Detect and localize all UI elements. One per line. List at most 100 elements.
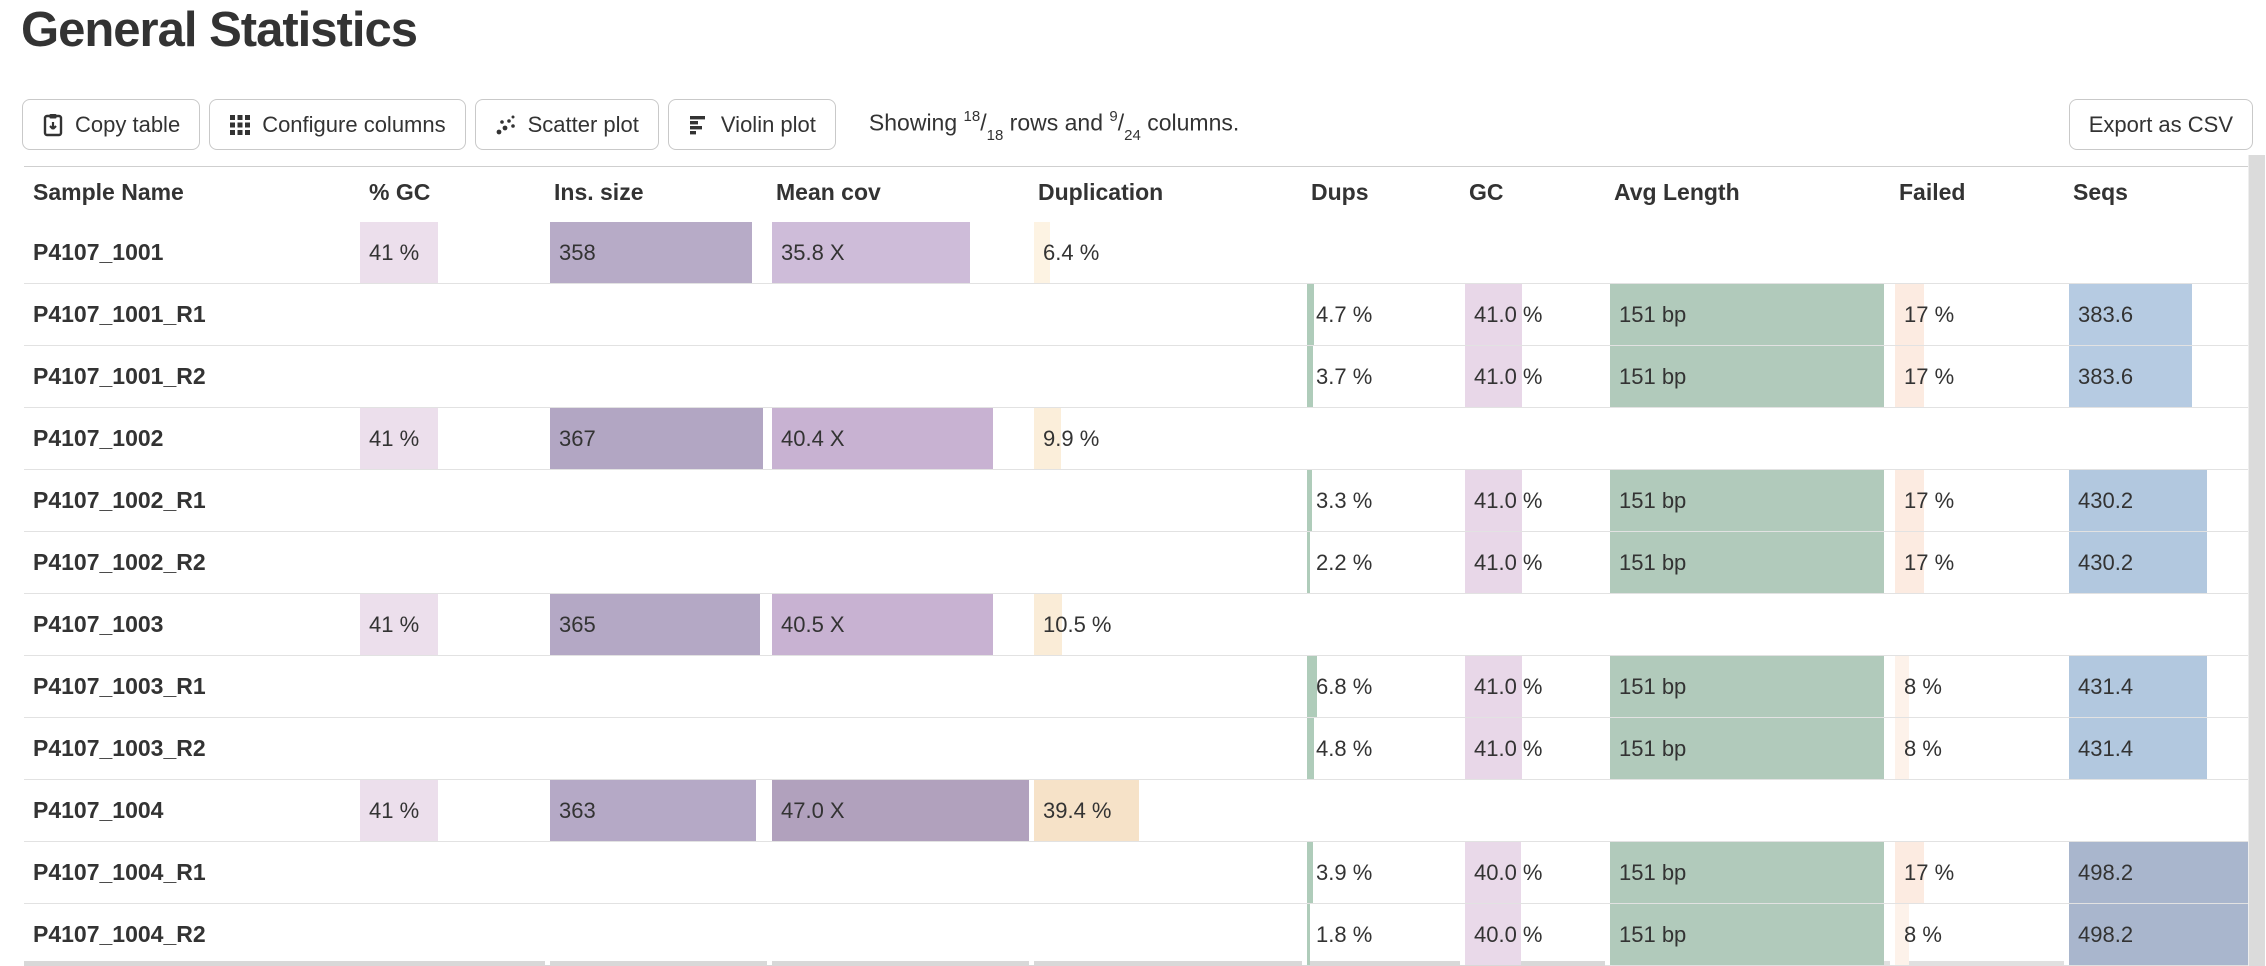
duplication-value: 6.4 % xyxy=(1043,240,1100,265)
failed-bar xyxy=(1895,718,1909,779)
column-header-ins_size[interactable]: Ins. size xyxy=(554,179,644,205)
seqs-cell: 431.4 xyxy=(2064,656,2250,717)
mean_cov-cell xyxy=(767,284,1029,345)
gc_pct-bar xyxy=(360,408,438,469)
violin-plot-button[interactable]: Violin plot xyxy=(667,99,836,150)
seqs-value: 383.6 xyxy=(2078,302,2134,327)
dups-bar xyxy=(1307,284,1315,345)
seqs-cell xyxy=(2064,408,2250,469)
avg_length-value: 151 bp xyxy=(1619,550,1687,575)
failed-bar xyxy=(1895,470,1924,531)
ins_size-bar xyxy=(550,780,757,841)
seqs-cell: 498.2 xyxy=(2064,904,2250,965)
avg_length-bar xyxy=(1610,656,1885,717)
duplication-value: 39.4 % xyxy=(1043,798,1112,823)
duplication-cell xyxy=(1029,842,1302,903)
column-header-gc_pct[interactable]: % GC xyxy=(369,179,431,205)
mean_cov-cell: 40.4 X xyxy=(767,408,1029,469)
avg_length-value: 151 bp xyxy=(1619,302,1687,327)
seqs-value: 498.2 xyxy=(2078,860,2134,885)
duplication-cell xyxy=(1029,656,1302,717)
seqs-value: 431.4 xyxy=(2078,736,2134,761)
scatter-plot-button[interactable]: Scatter plot xyxy=(474,99,659,150)
gc_pct-value: 41 % xyxy=(369,798,420,823)
failed-value: 17 % xyxy=(1904,488,1955,513)
failed-cell xyxy=(1890,222,2064,283)
gc_read-cell: 41.0 % xyxy=(1460,470,1605,531)
gc_read-value: 41.0 % xyxy=(1474,550,1543,575)
export-csv-button[interactable]: Export as CSV xyxy=(2068,99,2253,150)
sample-name: P4107_1001 xyxy=(33,239,164,265)
gc_read-cell xyxy=(1460,780,1605,841)
gc_read-cell xyxy=(1460,594,1605,655)
ins_size-cell: 358 xyxy=(545,222,767,283)
table-row: P4107_1003 41 % 365 40.5 X 10.5 % xyxy=(24,594,2250,656)
column-header-dups[interactable]: Dups xyxy=(1311,179,1369,205)
ins_size-bar xyxy=(550,408,763,469)
avg_length-value: 151 bp xyxy=(1619,488,1687,513)
gc_read-cell: 41.0 % xyxy=(1460,718,1605,779)
column-header-seqs[interactable]: Seqs xyxy=(2073,179,2128,205)
ins_size-value: 365 xyxy=(559,612,596,637)
sample-name-cell: P4107_1002 xyxy=(24,408,360,469)
rows-total-count: 18 xyxy=(986,127,1004,145)
column-header-avg_length[interactable]: Avg Length xyxy=(1614,179,1740,205)
seqs-cell: 498.2 xyxy=(2064,842,2250,903)
mean_cov-bar xyxy=(772,594,994,655)
dups-value: 1.8 % xyxy=(1316,922,1373,947)
column-header-sample[interactable]: Sample Name xyxy=(33,179,184,205)
gc_read-cell: 40.0 % xyxy=(1460,842,1605,903)
scatter-icon xyxy=(495,114,517,136)
ins_size-cell xyxy=(545,904,767,965)
mean_cov-bar xyxy=(772,780,1029,841)
dups-cell xyxy=(1302,222,1460,283)
header-divider-left xyxy=(24,961,1605,966)
avg_length-value: 151 bp xyxy=(1619,860,1687,885)
header-divider-right xyxy=(1612,961,2250,966)
avg_length-cell: 151 bp xyxy=(1605,470,1890,531)
column-header-gc_read[interactable]: GC xyxy=(1469,179,1504,205)
failed-bar xyxy=(1895,842,1924,903)
cols-total-count: 24 xyxy=(1124,127,1141,145)
gc_read-value: 40.0 % xyxy=(1474,860,1543,885)
failed-bar xyxy=(1895,656,1909,717)
table-row: P4107_1003_R2 4.8 % 41.0 % 151 bp 8 % 431.4 xyxy=(24,718,2250,780)
duplication-cell xyxy=(1029,532,1302,593)
configure-columns-button[interactable]: Configure columns xyxy=(209,99,466,150)
gc_read-value: 41.0 % xyxy=(1474,302,1543,327)
failed-value: 8 % xyxy=(1904,674,1942,699)
sample-name-cell: P4107_1001 xyxy=(24,222,360,283)
gc_pct-cell xyxy=(360,718,545,779)
violin-icon xyxy=(688,114,710,136)
duplication-cell xyxy=(1029,346,1302,407)
dups-cell: 2.2 % xyxy=(1302,532,1460,593)
column-header-failed[interactable]: Failed xyxy=(1899,179,1966,205)
failed-cell: 8 % xyxy=(1890,656,2064,717)
gc_pct-cell xyxy=(360,656,545,717)
seqs-cell: 383.6 xyxy=(2064,284,2250,345)
duplication-bar xyxy=(1034,222,1051,283)
seqs-cell xyxy=(2064,222,2250,283)
gc_read-cell xyxy=(1460,408,1605,469)
failed-value: 17 % xyxy=(1904,364,1955,389)
dups-bar xyxy=(1307,656,1318,717)
vertical-scrollbar[interactable] xyxy=(2248,155,2265,966)
column-header-duplication[interactable]: Duplication xyxy=(1038,179,1164,205)
copy-table-button[interactable]: Copy table xyxy=(22,99,201,150)
failed-value: 17 % xyxy=(1904,550,1955,575)
dups-bar xyxy=(1307,842,1313,903)
mean_cov-cell xyxy=(767,532,1029,593)
column-header-mean_cov[interactable]: Mean cov xyxy=(776,179,881,205)
gc_pct-cell xyxy=(360,470,545,531)
avg_length-value: 151 bp xyxy=(1619,736,1687,761)
sample-name-cell: P4107_1001_R2 xyxy=(24,346,360,407)
dups-bar xyxy=(1307,470,1313,531)
table-row: P4107_1002_R1 3.3 % 41.0 % 151 bp 17 % 430.2 xyxy=(24,470,2250,532)
dups-bar xyxy=(1307,904,1310,965)
seqs-bar xyxy=(2069,532,2207,593)
dups-cell xyxy=(1302,408,1460,469)
toolbar-buttons: Copy table Configure columns Scatter plot V… xyxy=(22,99,845,150)
sample-name: P4107_1003 xyxy=(33,611,164,637)
duplication-cell: 10.5 % xyxy=(1029,594,1302,655)
sample-name-cell: P4107_1004_R2 xyxy=(24,904,360,965)
